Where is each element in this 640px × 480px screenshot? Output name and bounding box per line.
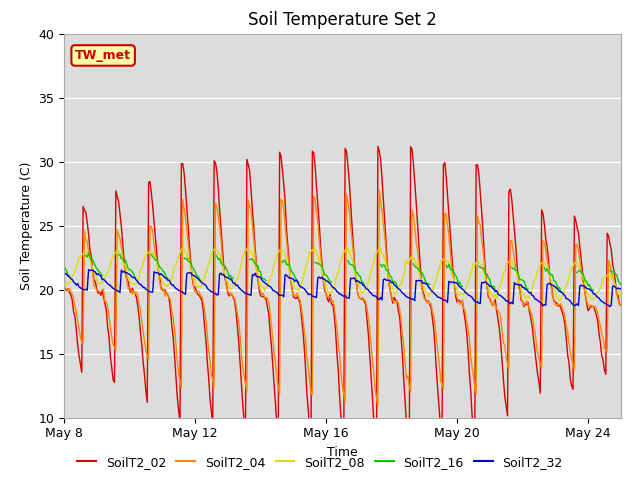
SoilT2_04 bbox=[312, 209, 320, 215]
Line: SoilT2_16: SoilT2_16 bbox=[64, 253, 640, 292]
SoilT2_04 bbox=[374, 404, 381, 409]
SoilT2_16 bbox=[492, 287, 499, 293]
SoilT2_32 bbox=[623, 291, 630, 297]
SoilT2_08 bbox=[403, 257, 410, 263]
SoilT2_02 bbox=[175, 408, 182, 414]
SoilT2_32 bbox=[632, 300, 639, 306]
Line: SoilT2_32: SoilT2_32 bbox=[64, 270, 640, 308]
SoilT2_02 bbox=[60, 282, 68, 288]
SoilT2_02 bbox=[312, 183, 320, 189]
Y-axis label: Soil Temperature (C): Soil Temperature (C) bbox=[20, 161, 33, 290]
SoilT2_32 bbox=[60, 269, 68, 275]
SoilT2_08 bbox=[342, 245, 350, 251]
Title: Soil Temperature Set 2: Soil Temperature Set 2 bbox=[248, 11, 437, 29]
X-axis label: Time: Time bbox=[327, 446, 358, 459]
SoilT2_08 bbox=[624, 298, 632, 304]
SoilT2_08 bbox=[492, 291, 499, 297]
SoilT2_04 bbox=[624, 305, 632, 311]
Legend: SoilT2_02, SoilT2_04, SoilT2_08, SoilT2_16, SoilT2_32: SoilT2_02, SoilT2_04, SoilT2_08, SoilT2_… bbox=[72, 451, 568, 474]
SoilT2_08 bbox=[175, 253, 182, 259]
SoilT2_32 bbox=[84, 267, 92, 273]
SoilT2_04 bbox=[404, 372, 412, 378]
SoilT2_04 bbox=[376, 187, 383, 192]
SoilT2_02 bbox=[374, 144, 381, 149]
SoilT2_32 bbox=[492, 288, 499, 294]
SoilT2_08 bbox=[60, 275, 68, 281]
SoilT2_02 bbox=[634, 370, 640, 375]
SoilT2_16 bbox=[60, 263, 68, 268]
SoilT2_04 bbox=[493, 307, 500, 312]
SoilT2_16 bbox=[314, 261, 322, 267]
Line: SoilT2_04: SoilT2_04 bbox=[64, 190, 640, 407]
Line: SoilT2_02: SoilT2_02 bbox=[64, 146, 640, 449]
Text: TW_met: TW_met bbox=[75, 49, 131, 62]
SoilT2_04 bbox=[634, 346, 640, 352]
SoilT2_02 bbox=[493, 308, 500, 313]
SoilT2_02 bbox=[405, 446, 413, 452]
SoilT2_04 bbox=[60, 285, 68, 291]
SoilT2_04 bbox=[175, 371, 182, 377]
SoilT2_08 bbox=[312, 250, 320, 256]
SoilT2_02 bbox=[403, 421, 410, 427]
SoilT2_32 bbox=[314, 275, 322, 281]
SoilT2_32 bbox=[176, 288, 184, 294]
SoilT2_02 bbox=[624, 311, 632, 317]
SoilT2_32 bbox=[403, 294, 410, 300]
SoilT2_08 bbox=[634, 277, 640, 283]
Line: SoilT2_08: SoilT2_08 bbox=[64, 248, 640, 301]
SoilT2_16 bbox=[623, 289, 630, 295]
SoilT2_08 bbox=[620, 299, 627, 304]
